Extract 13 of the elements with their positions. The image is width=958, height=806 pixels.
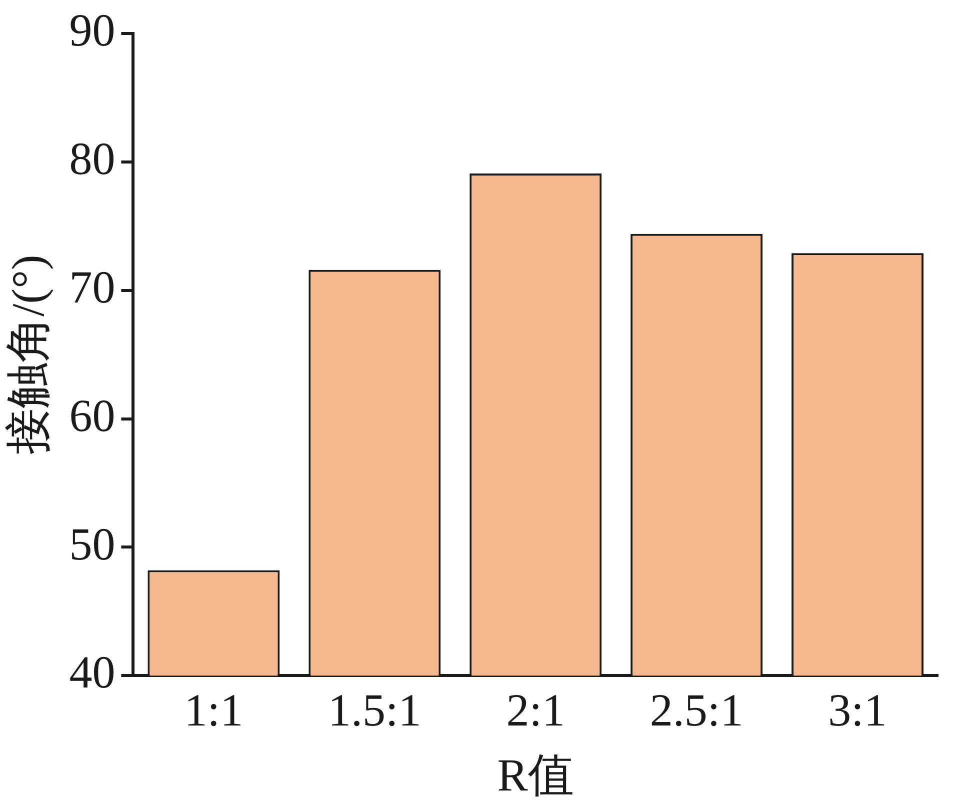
x-tick-label: 2:1 [506,684,565,736]
y-tick-label: 80 [69,133,116,184]
y-tick-label: 90 [69,4,116,56]
x-axis-title: R值 [497,749,574,800]
x-tick-label: 3:1 [828,684,887,736]
y-tick-label: 70 [69,261,116,312]
x-tick-label: 2.5:1 [650,684,744,736]
y-axis-title: 接触角/(°) [2,254,54,455]
y-tick-label: 60 [69,390,116,441]
x-tick-label: 1:1 [184,684,244,736]
x-tick-label: 1.5:1 [328,684,422,736]
y-tick-label: 40 [69,646,116,698]
y-tick-label: 50 [69,518,116,570]
